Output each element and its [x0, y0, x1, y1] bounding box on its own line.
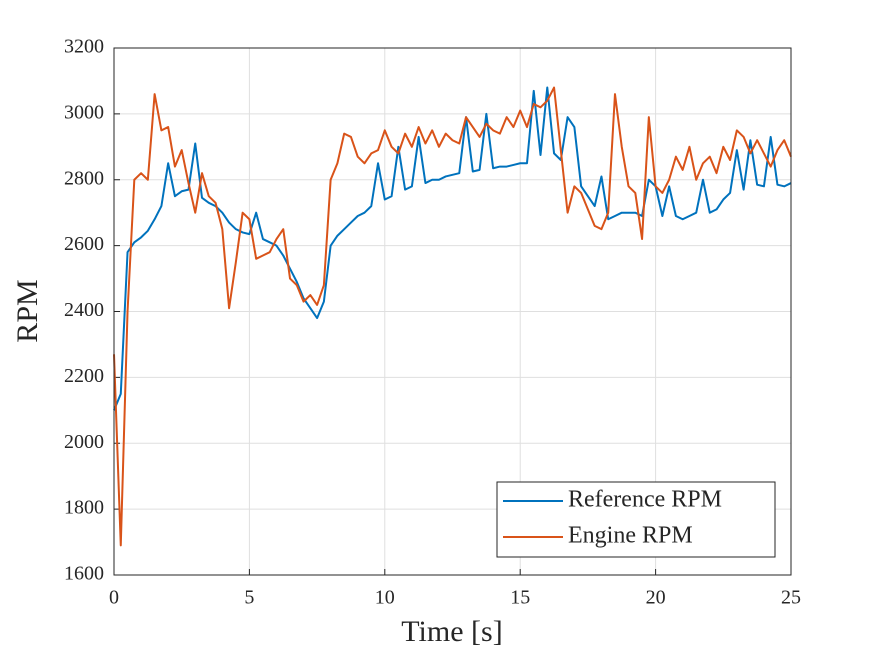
x-tick-label: 0	[109, 587, 119, 609]
y-tick-label: 2000	[64, 431, 104, 453]
legend-label: Reference RPM	[568, 487, 722, 513]
x-tick-label: 10	[375, 587, 395, 609]
y-tick-label: 3200	[64, 36, 104, 58]
y-tick-label: 3000	[64, 101, 104, 123]
y-tick-label: 2200	[64, 365, 104, 387]
data-line	[113, 86, 792, 547]
y-tick-label: 2400	[64, 299, 104, 321]
y-tick-label: 2800	[64, 167, 104, 189]
x-tick-label: 20	[646, 587, 666, 609]
y-tick-label: 1600	[64, 563, 104, 585]
x-tick-label: 25	[781, 587, 801, 609]
legend-box	[496, 481, 776, 558]
legend-label: Engine RPM	[568, 523, 693, 549]
axes-box	[113, 47, 792, 576]
data-line	[113, 86, 792, 411]
y-tick-label: 1800	[64, 497, 104, 519]
x-tick-label: 15	[510, 587, 530, 609]
x-axis-label: Time [s]	[401, 615, 502, 648]
y-tick-label: 2600	[64, 233, 104, 255]
x-tick-label: 5	[244, 587, 254, 609]
y-axis-label: RPM	[11, 279, 44, 342]
